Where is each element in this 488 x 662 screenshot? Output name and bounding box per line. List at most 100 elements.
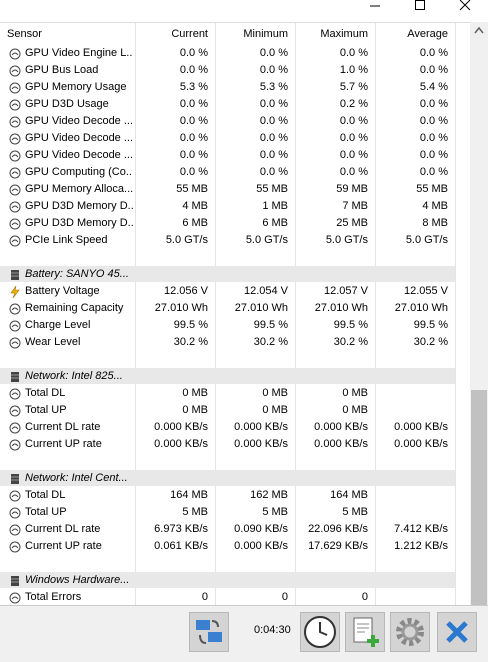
scroll-thumb[interactable]: [471, 390, 487, 605]
sensor-value: 0.0 %: [339, 132, 368, 144]
sensor-label: GPU D3D Usage: [25, 98, 109, 110]
sensor-value: 5.3 %: [179, 81, 208, 93]
sensor-value: 0.0 %: [339, 115, 368, 127]
sensor-value: 162 MB: [250, 489, 288, 501]
maximize[interactable]: [415, 0, 425, 10]
sensor-label: GPU Computing (Co...: [25, 166, 133, 178]
sensor-value: 17.629 KB/s: [308, 540, 368, 552]
sensor-value: 0.0 %: [179, 149, 208, 161]
sensor-value: 55 MB: [176, 183, 208, 195]
sensor-label: Charge Level: [25, 319, 91, 331]
sensor-label: Current DL rate: [25, 421, 101, 433]
sensor-value: 5 MB: [342, 506, 368, 518]
sensor-value: 164 MB: [170, 489, 208, 501]
sensor-value: 12.057 V: [323, 285, 368, 297]
group-row: [0, 572, 455, 588]
sensor-value: 0.0 %: [259, 64, 288, 76]
column-header: Sensor: [7, 28, 42, 40]
sensor-value: 0.0 %: [419, 47, 448, 59]
sensor-value: 0.0 %: [259, 166, 288, 178]
sensor-label: Current UP rate: [25, 540, 102, 552]
elapsed-time: 0:04:30: [254, 624, 291, 636]
sensor-icon: [9, 388, 21, 400]
sensor-label: Total UP: [25, 404, 67, 416]
group-icon: [11, 474, 19, 484]
sensor-label: Battery Voltage: [25, 285, 100, 297]
sensor-icon: [9, 65, 21, 77]
sensor-value: 0: [281, 591, 288, 603]
sensor-value: 0 MB: [342, 404, 368, 416]
sensor-icon: [9, 150, 21, 162]
sensor-icon: [9, 507, 21, 519]
sensor-value: 5.0 GT/s: [165, 234, 208, 246]
sensor-label: GPU D3D Memory D...: [25, 200, 133, 212]
sensor-value: 0 MB: [342, 387, 368, 399]
sensor-icon: [9, 524, 21, 536]
sensor-value: 0.0 %: [339, 47, 368, 59]
sensor-value: 0.000 KB/s: [154, 438, 208, 450]
sensor-icon: [9, 82, 21, 94]
sensor-value: 0.0 %: [179, 47, 208, 59]
title-controls: [370, 0, 471, 11]
sensor-value: 0.0 %: [259, 115, 288, 127]
sensor-value: 27.010 Wh: [394, 302, 448, 314]
sensor-value: 0.0 %: [179, 98, 208, 110]
sensor-value: 0.000 KB/s: [234, 438, 288, 450]
scrollbar[interactable]: [470, 22, 488, 605]
sensor-value: 0.0 %: [419, 98, 448, 110]
network-button[interactable]: [189, 612, 229, 652]
sensor-value: 1.212 KB/s: [394, 540, 448, 552]
sensor-value: 1 MB: [262, 200, 288, 212]
sensor-value: 1.0 %: [339, 64, 368, 76]
sensor-value: 99.5 %: [413, 319, 448, 331]
sensor-value: 0.000 KB/s: [394, 421, 448, 433]
sensor-value: 0.0 %: [179, 166, 208, 178]
sensor-value: 0.000 KB/s: [154, 421, 208, 433]
group-title: Windows Hardware...: [25, 574, 130, 586]
report-button[interactable]: [345, 612, 385, 652]
sensor-value: 22.096 KB/s: [308, 523, 368, 535]
sensor-value: 30.2 %: [333, 336, 368, 348]
sensor-value: 0.0 %: [179, 64, 208, 76]
sensor-value: 0.061 KB/s: [154, 540, 208, 552]
sensor-icon: [9, 218, 21, 230]
bolt-icon: [10, 286, 20, 298]
sensor-value: 4 MB: [422, 200, 448, 212]
sensor-value: 6 MB: [262, 217, 288, 229]
sensor-label: Current DL rate: [25, 523, 101, 535]
sensor-value: 5.7 %: [339, 81, 368, 93]
close-button[interactable]: [437, 612, 477, 652]
close[interactable]: [459, 0, 471, 11]
column-header: Average: [407, 28, 448, 40]
sensor-value: 0.0 %: [419, 149, 448, 161]
sensor-value: 0.090 KB/s: [234, 523, 288, 535]
sensor-value: 5.0 GT/s: [325, 234, 368, 246]
sensor-value: 8 MB: [422, 217, 448, 229]
group-icon: [11, 372, 19, 382]
sensor-icon: [9, 490, 21, 502]
sensor-icon: [9, 99, 21, 111]
clock-button[interactable]: [300, 612, 340, 652]
sensor-value: 5 MB: [262, 506, 288, 518]
sensor-label: Total DL: [25, 387, 66, 399]
sensor-value: 0.000 KB/s: [314, 438, 368, 450]
group-icon: [11, 270, 19, 280]
sensor-value: 6 MB: [182, 217, 208, 229]
sensor-value: 0.000 KB/s: [394, 438, 448, 450]
group-row: [0, 368, 455, 384]
group-title: Network: Intel Cent...: [25, 472, 128, 484]
sensor-value: 0.0 %: [259, 98, 288, 110]
sensor-value: 0.0 %: [179, 132, 208, 144]
sensor-value: 27.010 Wh: [154, 302, 208, 314]
sensor-value: 0.0 %: [259, 149, 288, 161]
sensor-label: GPU Memory Usage: [25, 81, 127, 93]
sensor-value: 99.5 %: [173, 319, 208, 331]
sensor-value: 0.0 %: [179, 115, 208, 127]
sensor-label: GPU Bus Load: [25, 64, 99, 76]
sensor-icon: [9, 133, 21, 145]
column-line: [295, 23, 296, 606]
settings-button[interactable]: [390, 612, 430, 652]
sensor-label: Wear Level: [25, 336, 81, 348]
sensor-value: 12.055 V: [403, 285, 448, 297]
